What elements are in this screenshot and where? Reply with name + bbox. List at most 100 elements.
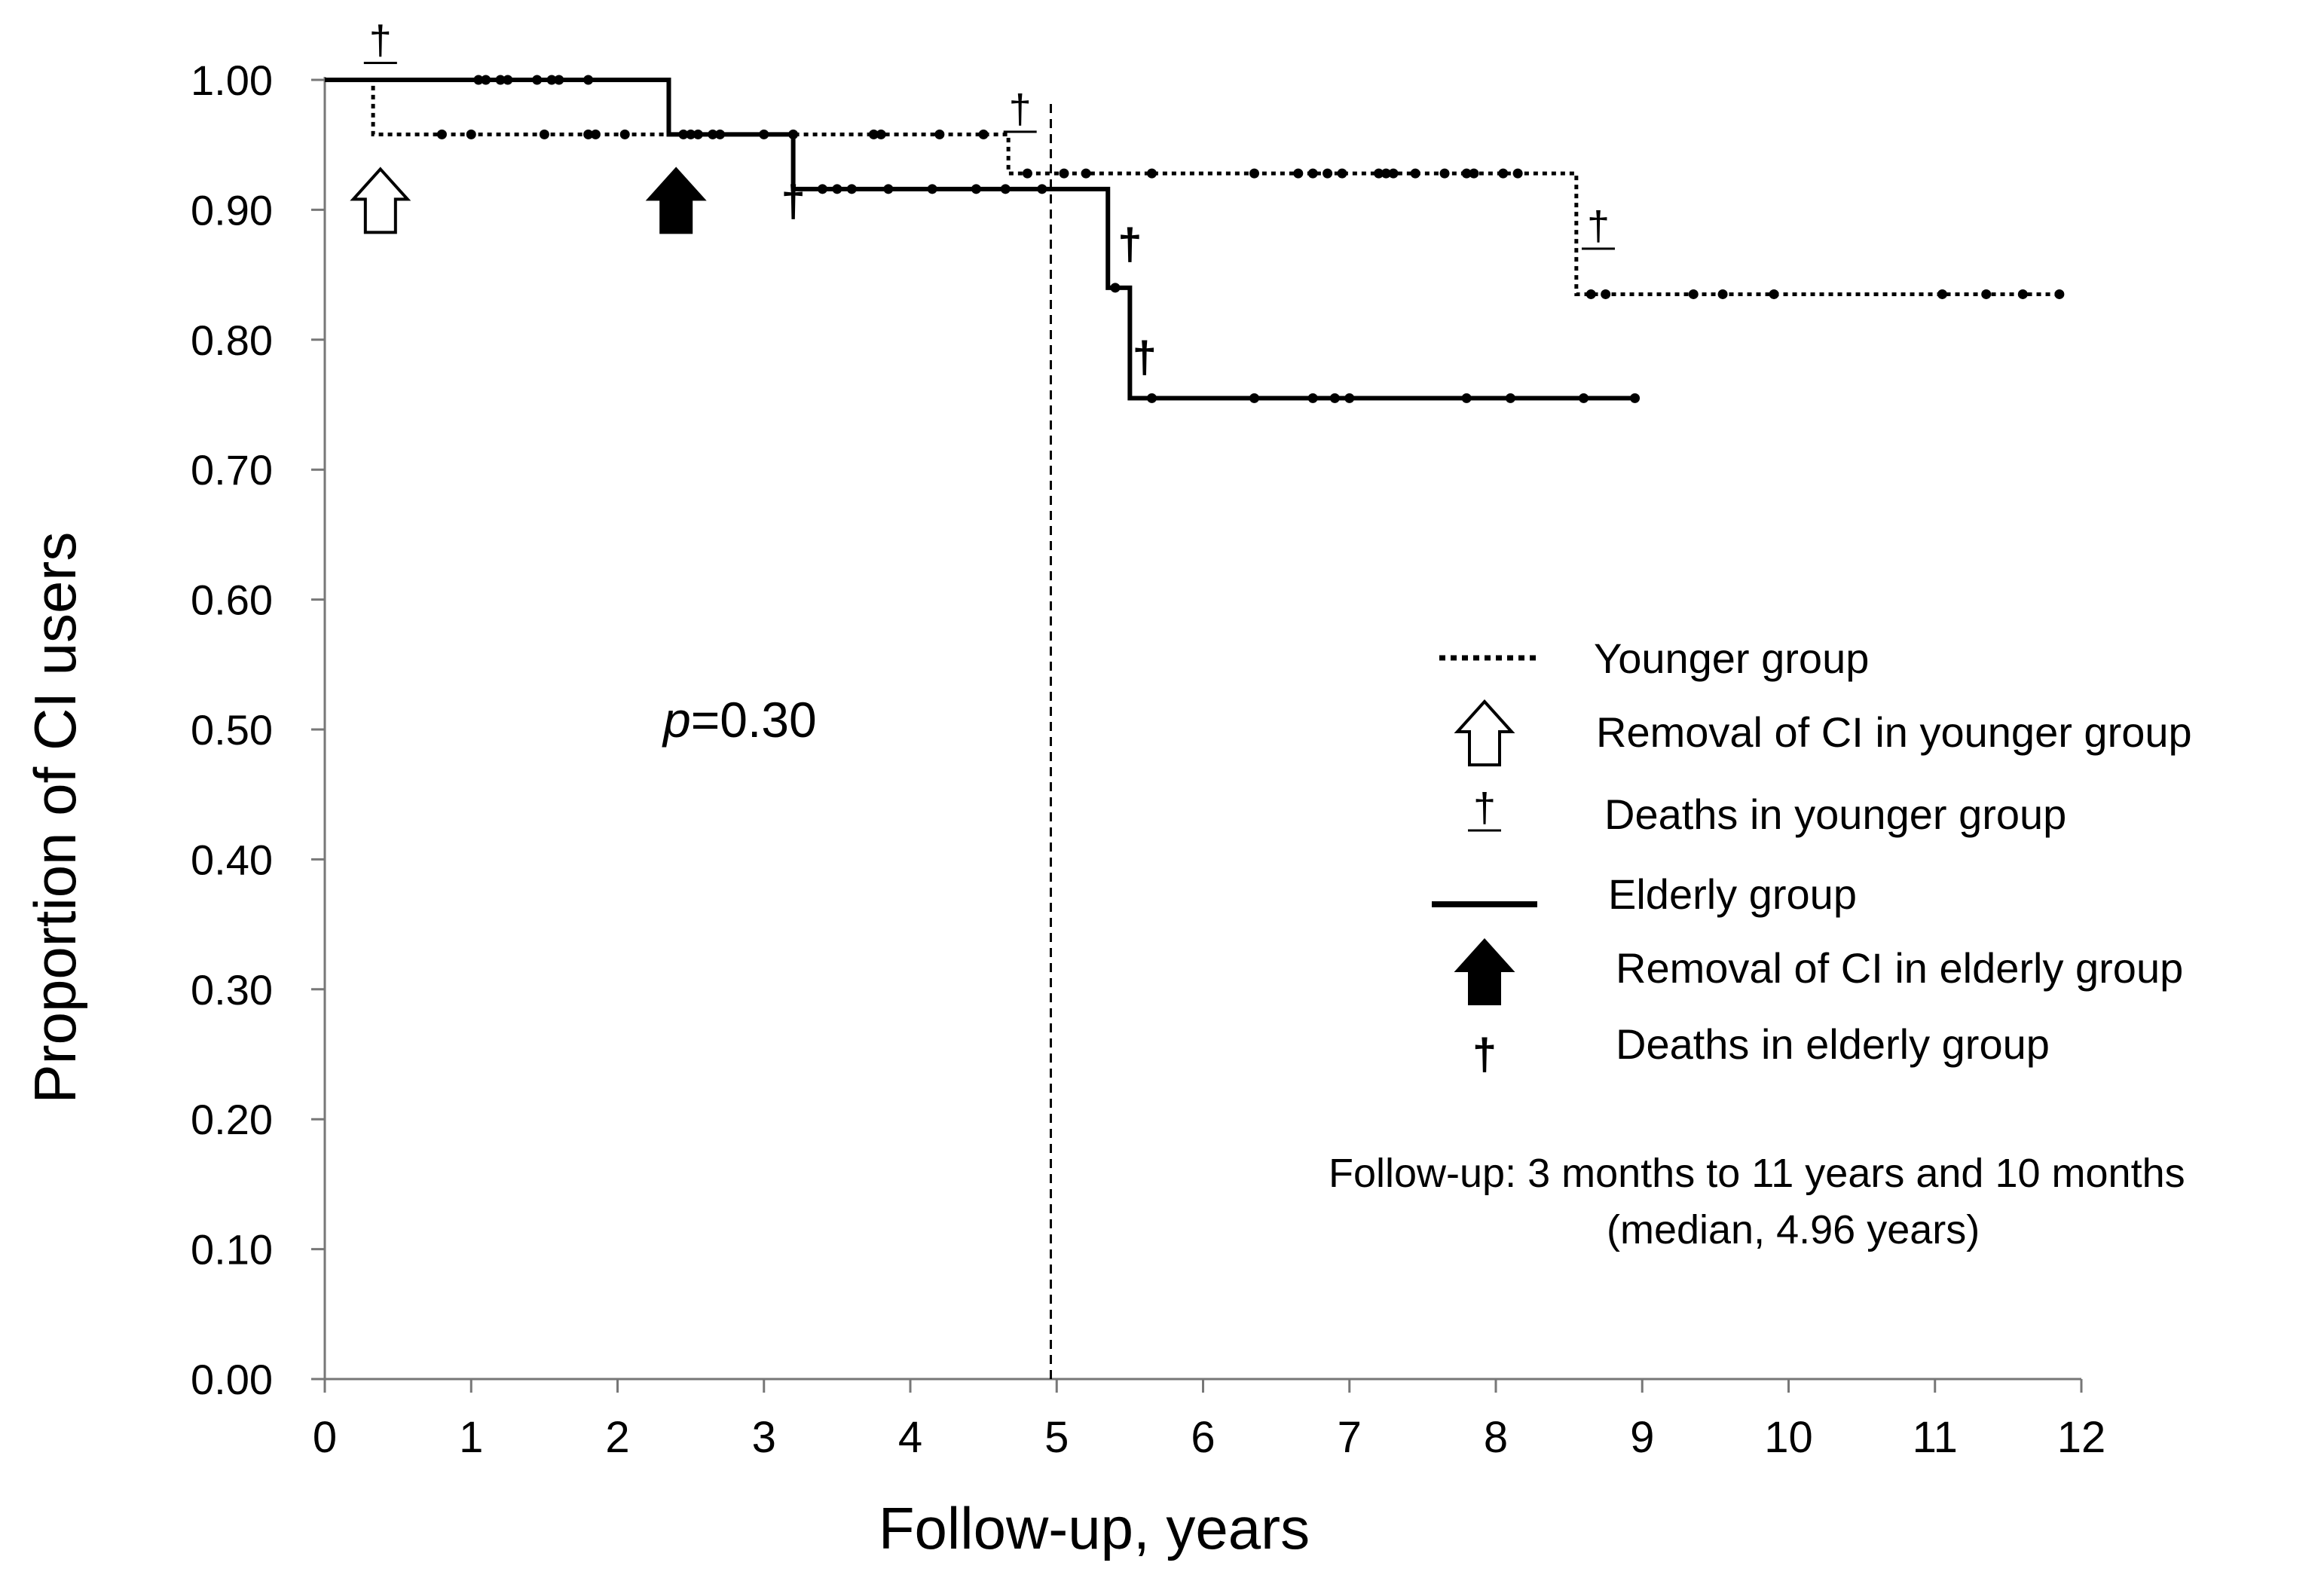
elderly-group-censor-point xyxy=(686,129,696,139)
younger-group-censor-point xyxy=(1381,168,1391,179)
younger-group-censor-point xyxy=(1469,168,1479,179)
p-value-annotation: p=0.30 xyxy=(662,692,817,748)
elderly-group-censor-point xyxy=(1037,184,1047,194)
legend-item: Removal of CI in younger group xyxy=(1454,699,2192,766)
elderly-group-death-marker: † xyxy=(781,177,805,226)
legend-dagger-icon-glyph: † xyxy=(1473,785,1496,830)
younger-group-censor-point xyxy=(1717,289,1728,299)
elderly-group-censor-point xyxy=(503,75,513,85)
younger-group-censor-point xyxy=(1586,289,1596,299)
y-tick-label: 0.40 xyxy=(191,836,273,883)
elderly-group-death-marker: † xyxy=(1118,220,1142,269)
younger-group-censor-point xyxy=(693,129,703,139)
legend-item: Removal of CI in elderly group xyxy=(1454,938,2183,1005)
younger-group-censor-point xyxy=(1022,168,1032,179)
y-tick-label: 0.20 xyxy=(191,1096,273,1143)
elderly-group-censor-point xyxy=(554,75,564,85)
legend-label: Deaths in younger group xyxy=(1604,791,2066,838)
series-layer xyxy=(325,78,2059,401)
elderly-group-removal-arrow xyxy=(645,167,707,234)
elderly-group-censor-point xyxy=(817,184,827,194)
legend-label: Elderly group xyxy=(1608,870,1857,918)
elderly-group-censor-point xyxy=(1000,184,1011,194)
younger-group-censor-point xyxy=(978,129,989,139)
x-ticks: 0 1 2 3 4 5 6 7 8 9 10 11 12 xyxy=(313,1379,2105,1462)
elderly-group-censor-point xyxy=(473,75,484,85)
younger-group-death-marker-glyph: † xyxy=(1587,203,1610,249)
elderly-group-censor-point xyxy=(495,75,506,85)
elderly-group-censor-point xyxy=(1505,393,1515,403)
younger-group-censor-point xyxy=(1937,289,1947,299)
x-tick-label: 11 xyxy=(1913,1413,1958,1462)
younger-group-censor-point xyxy=(1688,289,1699,299)
elderly-group-censor-point xyxy=(846,184,857,194)
younger-group-censor-point xyxy=(466,129,476,139)
younger-group-censor-point xyxy=(1374,168,1384,179)
younger-group-censor-point xyxy=(1147,168,1157,179)
younger-group-censor-point xyxy=(436,129,447,139)
y-axis-label: Proportion of CI users xyxy=(22,532,88,1104)
y-tick-label: 1.00 xyxy=(191,57,273,104)
elderly-group-death-marker-glyph: † xyxy=(1133,333,1157,382)
x-tick-label: 7 xyxy=(1338,1413,1362,1462)
younger-group-censor-point xyxy=(1323,168,1333,179)
x-tick-label: 8 xyxy=(1484,1413,1508,1462)
younger-group-death-marker-glyph: † xyxy=(1009,87,1032,132)
y-tick-label: 0.10 xyxy=(191,1226,273,1274)
younger-group-censor-point xyxy=(759,129,769,139)
younger-group-censor-point xyxy=(714,129,725,139)
legend-dagger-bold-icon-glyph: † xyxy=(1472,1030,1497,1079)
younger-group-removal-arrow xyxy=(350,167,411,234)
younger-group-censor-point xyxy=(788,129,799,139)
younger-group-censor-point xyxy=(2054,289,2065,299)
legend-filled-arrow-icon xyxy=(1454,938,1515,1005)
p-value-prefix: p xyxy=(662,692,691,748)
younger-group-censor-point xyxy=(1410,168,1420,179)
younger-group-censor-point xyxy=(1307,168,1318,179)
younger-group-death-marker: † xyxy=(1581,203,1615,250)
x-tick-label: 4 xyxy=(898,1413,922,1462)
elderly-group-censor-point xyxy=(1344,393,1355,403)
legend-dagger-icon: † xyxy=(1468,785,1501,832)
elderly-group-censor-point xyxy=(1630,393,1641,403)
younger-group-censor-point xyxy=(1337,168,1347,179)
elderly-group-censor-point xyxy=(708,129,718,139)
elderly-group-censor-point xyxy=(583,75,594,85)
younger-group-censor-point xyxy=(619,129,630,139)
elderly-group-censor-point xyxy=(1249,393,1259,403)
younger-group-censor-point xyxy=(1461,168,1472,179)
x-tick-label: 6 xyxy=(1191,1413,1215,1462)
follow-up-note: Follow-up: 3 months to 11 years and 10 m… xyxy=(1329,1151,2185,1196)
elderly-group-censor-point xyxy=(1329,393,1340,403)
younger-group-censor-point xyxy=(590,129,601,139)
y-ticks: 0.00 0.10 0.20 0.30 0.40 0.50 0.60 0.70 0.80 0.90… xyxy=(191,57,325,1403)
younger-group-censor-point xyxy=(1512,168,1523,179)
x-tick-label: 12 xyxy=(2057,1413,2106,1462)
elderly-group-censor-point xyxy=(1461,393,1472,403)
legend-open-arrow-icon xyxy=(1454,699,1515,766)
legend-dagger-bold-icon: † xyxy=(1472,1030,1497,1079)
younger-group-censor-point xyxy=(583,129,594,139)
elderly-group-death-marker-glyph: † xyxy=(781,177,805,226)
axes xyxy=(311,77,2081,1393)
legend-label: Removal of CI in elderly group xyxy=(1616,944,2183,992)
legend-label: Removal of CI in younger group xyxy=(1596,708,2192,756)
legend: Younger group Removal of CI in younger gr… xyxy=(1432,635,2192,1079)
y-tick-label: 0.70 xyxy=(191,446,273,494)
elderly-group-curve xyxy=(325,78,1635,401)
elderly-group-censor-point xyxy=(1307,393,1318,403)
younger-group-censor-point xyxy=(934,129,945,139)
elderly-group-censor-point xyxy=(883,184,894,194)
elderly-group-censor-point xyxy=(832,184,842,194)
younger-group-censor-point xyxy=(1388,168,1399,179)
younger-group-death-marker: † xyxy=(1003,87,1037,133)
y-tick-label: 0.90 xyxy=(191,186,273,234)
legend-label: Deaths in elderly group xyxy=(1616,1020,2050,1068)
x-tick-label: 2 xyxy=(605,1413,629,1462)
elderly-group-censor-point xyxy=(971,184,981,194)
x-tick-label: 1 xyxy=(459,1413,483,1462)
x-tick-label: 9 xyxy=(1630,1413,1654,1462)
younger-group-censor-point xyxy=(678,129,689,139)
elderly-group-censor-point xyxy=(1147,393,1157,403)
